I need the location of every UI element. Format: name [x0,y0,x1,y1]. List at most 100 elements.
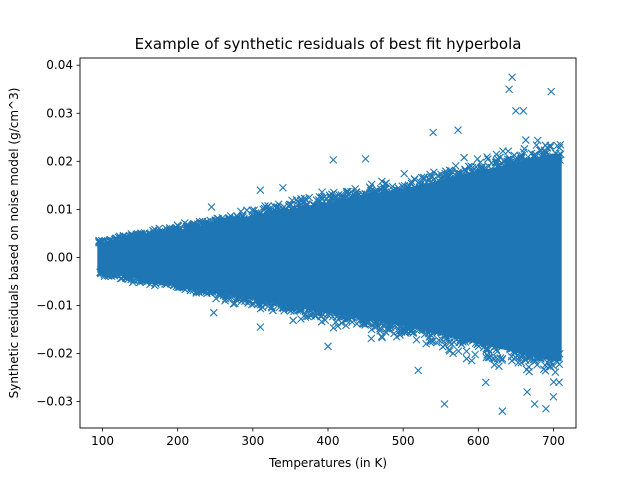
data-point [304,312,312,321]
data-point [365,183,374,192]
data-point [304,205,313,214]
data-point [196,283,205,292]
data-point [376,314,385,323]
data-point [554,151,563,160]
data-point [280,306,288,315]
data-point [242,206,251,215]
data-point [367,325,376,334]
data-point [392,189,400,198]
data-point [203,289,211,298]
data-point [369,319,378,328]
data-point [237,297,246,306]
data-point [230,299,239,308]
data-point [438,327,447,335]
data-point [525,367,534,376]
data-point [314,305,323,314]
data-point [376,184,385,193]
data-point [189,221,198,229]
data-point [376,324,384,333]
data-point [95,236,103,245]
data-point [387,318,396,327]
data-point [441,330,450,339]
data-point [480,171,489,180]
data-point [506,345,515,354]
data-point [515,346,524,355]
data-point [176,279,185,288]
data-point [440,175,449,184]
data-point [158,277,167,286]
data-point [353,310,362,318]
chart-title: Example of synthetic residuals of best f… [135,35,522,53]
data-point [428,179,437,188]
data-point [111,236,120,245]
data-point [528,156,537,165]
data-point [400,169,409,178]
x-tick-label: 500 [392,434,415,448]
data-point [213,286,222,294]
y-tick-label: 0.04 [46,58,73,72]
data-point [409,329,417,338]
data-point [142,275,150,284]
data-point [361,155,370,163]
data-point [495,362,503,371]
data-point [372,187,381,196]
data-point [137,233,145,242]
x-tick-label: 600 [467,434,490,448]
data-point [369,193,378,202]
data-point [412,335,421,344]
data-point [310,201,319,210]
data-point [334,199,343,208]
data-point [267,211,276,219]
data-point [151,278,160,287]
data-point [429,128,438,137]
data-point [484,345,493,354]
data-point [388,182,397,191]
data-point [448,329,457,337]
data-point [95,238,104,247]
data-point [533,136,542,145]
data-point [556,140,565,149]
data-point [462,347,471,356]
data-point [317,194,326,203]
data-point [307,312,315,320]
data-point [288,298,297,307]
y-axis-label: Synthetic residuals based on noise model… [7,88,21,399]
data-point [538,151,546,159]
data-point [463,173,472,181]
data-point [117,234,126,243]
data-point [510,151,519,160]
data-point [508,356,516,365]
data-point [511,106,520,115]
data-point [539,150,548,159]
data-point [410,175,419,184]
data-point [184,225,192,234]
data-point [221,296,229,305]
data-point [192,289,201,297]
data-point [151,275,160,284]
data-point [509,164,518,173]
data-point [139,276,147,284]
data-point [265,207,274,216]
data-point [291,303,300,312]
data-point [349,197,358,205]
data-point [324,201,332,210]
data-point [333,322,342,331]
y-tick-label: −0.01 [36,298,73,312]
data-point [459,335,468,344]
data-point [490,355,499,364]
data-point [461,166,470,175]
data-point [330,200,338,209]
data-point [326,193,335,202]
data-point [468,163,477,172]
data-point [474,334,483,343]
data-point [496,153,505,162]
data-point [543,158,552,167]
data-point [493,355,502,363]
data-point [392,320,401,329]
y-tick-label: 0.03 [46,106,73,120]
data-point [116,274,125,283]
data-point [467,356,476,365]
data-point [265,298,274,307]
data-point [415,325,423,334]
data-point [400,181,409,190]
